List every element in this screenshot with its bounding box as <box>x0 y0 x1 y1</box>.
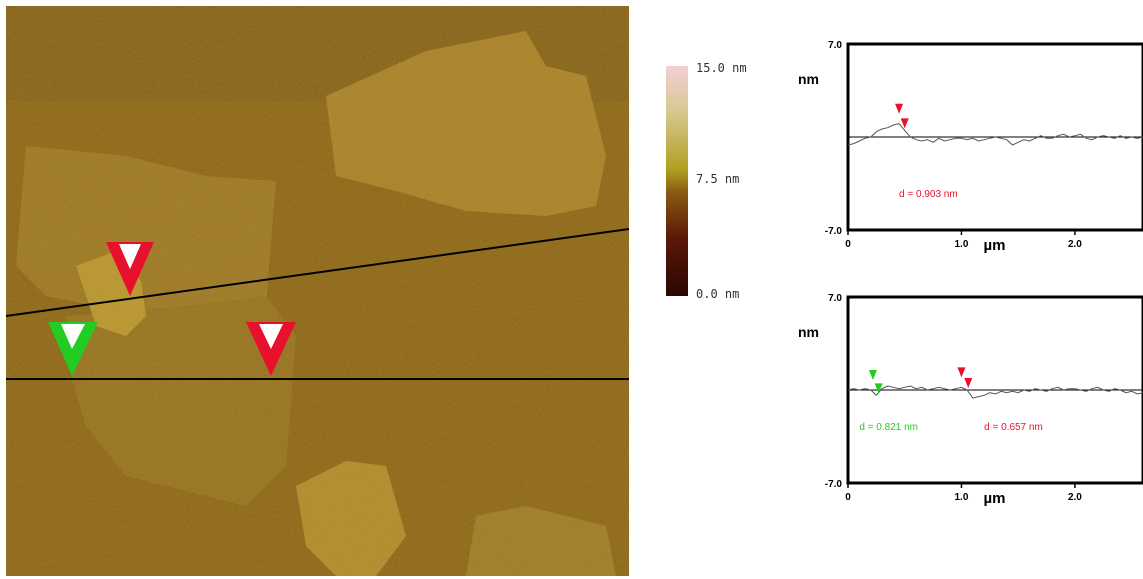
profile-marker-green <box>868 370 877 380</box>
marker-red-line2 <box>246 322 296 376</box>
marker-green-line2 <box>48 322 98 376</box>
x-tick-label: 2.0 <box>1068 492 1082 503</box>
x-axis-unit: µm <box>983 490 1005 507</box>
profile-line <box>847 385 1143 399</box>
afm-grain-texture <box>6 6 629 576</box>
colorbar-bottom-label: 0.0 nm <box>696 287 739 300</box>
distance-annotation: d = 0.821 nm <box>859 422 918 433</box>
profile-marker-red <box>900 118 909 129</box>
x-tick-label: 0 <box>845 239 851 250</box>
profile-marker-green <box>874 383 883 394</box>
y-axis-unit: nm <box>798 71 819 87</box>
x-tick-label: 1.0 <box>955 492 969 503</box>
afm-image <box>6 6 629 576</box>
y-tick-label: 7.0 <box>828 40 842 51</box>
profile-marker-red <box>895 103 904 114</box>
y-tick-label: 7.0 <box>828 293 842 304</box>
marker-red-line1 <box>106 242 154 296</box>
profile-marker-red <box>964 378 973 388</box>
colorbar-top-label: 15.0 nm <box>696 61 747 75</box>
y-tick-label: -7.0 <box>825 479 843 490</box>
x-tick-label: 2.0 <box>1068 239 1082 250</box>
y-axis-unit: nm <box>798 324 819 340</box>
profile-marker-red <box>957 367 966 378</box>
x-axis-unit: µm <box>983 237 1005 254</box>
height-colorbar: 15.0 nm 7.5 nm 0.0 nm <box>666 61 747 300</box>
height-profile-2: 7.0 -7.0 nm 0 1.0 2.0 µm d = 0.821 nm d = 0.657 … <box>798 293 1143 507</box>
height-profile-1: 7.0 -7.0 nm 0 1.0 2.0 µm d = 0.903 nm <box>798 40 1143 254</box>
distance-annotation: d = 0.903 nm <box>899 189 958 200</box>
y-tick-label: -7.0 <box>825 226 843 237</box>
x-tick-label: 1.0 <box>955 239 969 250</box>
x-tick-label: 0 <box>845 492 851 503</box>
colorbar-gradient <box>666 66 688 296</box>
distance-annotation: d = 0.657 nm <box>984 422 1043 433</box>
scan-line-1 <box>6 228 629 317</box>
profile-line <box>847 123 1143 146</box>
colorbar-mid-label: 7.5 nm <box>696 172 739 186</box>
